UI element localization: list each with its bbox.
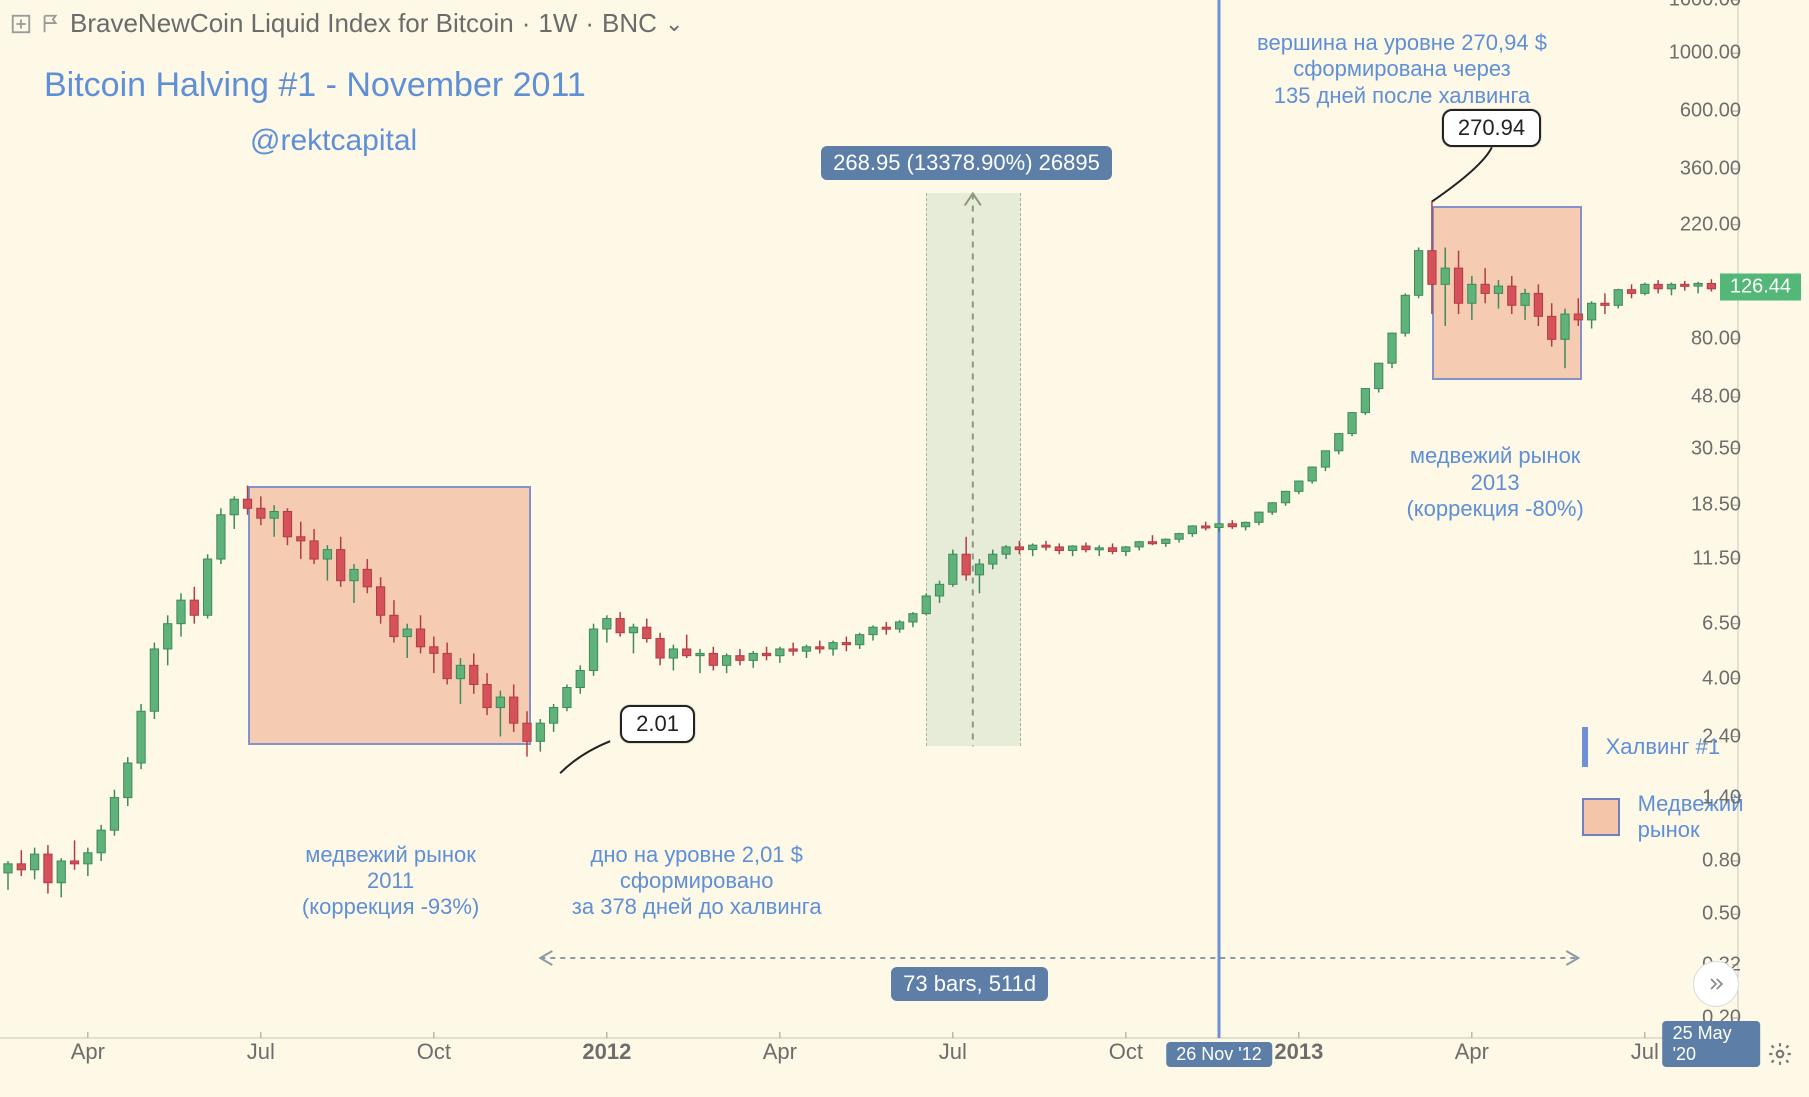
chart-settings-button[interactable] <box>1767 1041 1793 1067</box>
chart-root: BraveNewCoin Liquid Index for Bitcoin · … <box>0 0 1809 1097</box>
y-tick: 1.40 <box>1702 786 1741 809</box>
x-tick: 2012 <box>582 1039 631 1065</box>
y-tick: 220.00 <box>1680 213 1741 236</box>
y-tick: 0.80 <box>1702 849 1741 872</box>
callout-top-270.94: 270.94 <box>1442 109 1541 147</box>
legend-line-swatch <box>1582 727 1588 767</box>
x-tick: Apr <box>763 1039 797 1065</box>
x-tick: Jul <box>247 1039 275 1065</box>
y-tick: 0.50 <box>1702 903 1741 926</box>
legend-box-swatch <box>1582 798 1620 836</box>
y-tick: 11.50 <box>1692 548 1741 571</box>
y-tick: 1600.00 <box>1669 0 1741 12</box>
x-tick: Apr <box>71 1039 105 1065</box>
annotation-bear-2011: медвежий рынок2011(коррекция -93%) <box>261 842 521 921</box>
x-tick: Oct <box>417 1039 451 1065</box>
y-tick: 1000.00 <box>1669 42 1741 65</box>
measure-label-price-range: 268.95 (13378.90%) 26895 <box>821 146 1112 180</box>
y-tick: 2.40 <box>1702 725 1741 748</box>
legend-halving: Халвинг #1 <box>1582 727 1720 767</box>
x-tick: Jul <box>939 1039 967 1065</box>
y-tick: 6.50 <box>1702 612 1741 635</box>
x-tick: Oct <box>1109 1039 1143 1065</box>
current-price-badge: 126.44 <box>1720 274 1801 301</box>
x-tick: Jul <box>1631 1039 1659 1065</box>
x-date-badge: 25 May '20 <box>1663 1021 1761 1067</box>
y-tick: 48.00 <box>1691 386 1741 409</box>
y-tick: 18.50 <box>1691 494 1741 517</box>
x-tick: Apr <box>1455 1039 1489 1065</box>
y-tick: 30.50 <box>1691 437 1741 460</box>
x-tick: 2013 <box>1274 1039 1323 1065</box>
scroll-to-end-button[interactable] <box>1693 961 1739 1007</box>
annotation-bottom-2.01: дно на уровне 2,01 $сформированоза 378 д… <box>567 842 827 921</box>
y-tick: 600.00 <box>1680 100 1741 123</box>
y-tick: 4.00 <box>1702 667 1741 690</box>
annotation-bear-2013: медвежий рынок2013(коррекция -80%) <box>1365 443 1625 522</box>
y-tick: 80.00 <box>1691 328 1741 351</box>
annotation-top-270: вершина на уровне 270,94 $сформирована ч… <box>1242 30 1562 109</box>
measure-label-bars: 73 bars, 511d <box>891 967 1048 1001</box>
y-tick: 360.00 <box>1680 157 1741 180</box>
x-date-badge: 26 Nov '12 <box>1166 1042 1272 1067</box>
callout-low-2.01: 2.01 <box>620 705 695 743</box>
